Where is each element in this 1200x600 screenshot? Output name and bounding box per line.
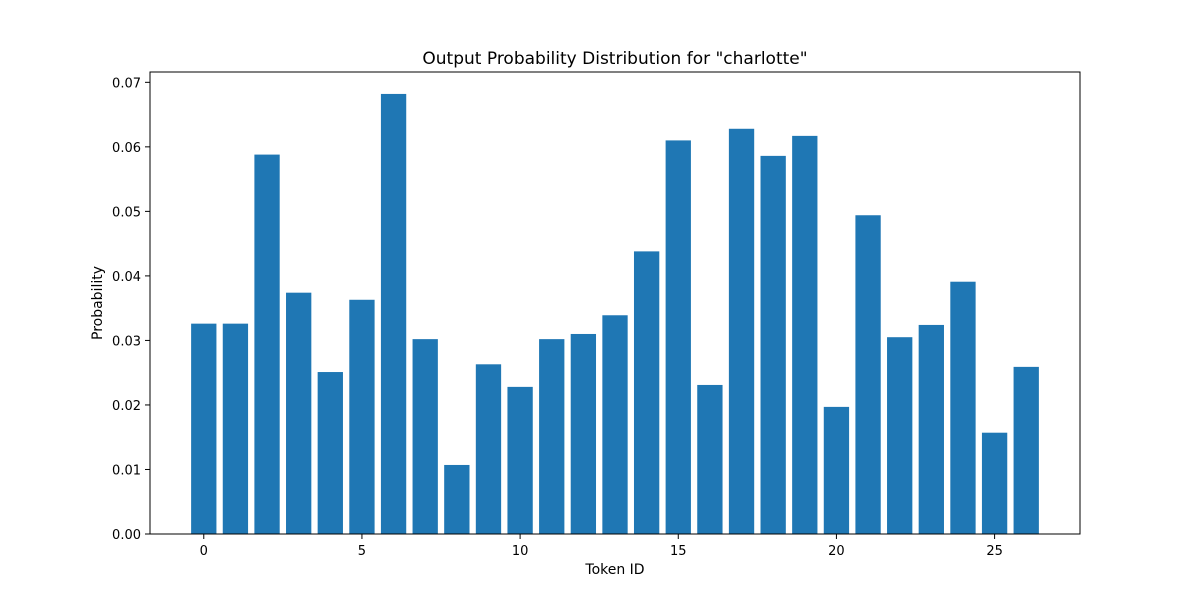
- y-tick-label: 0.04: [112, 270, 141, 285]
- bar-token-4: [317, 372, 343, 534]
- x-tick-label: 10: [512, 544, 529, 559]
- x-tick-label: 5: [358, 544, 366, 559]
- bar-token-0: [191, 323, 217, 534]
- y-tick-label: 0.06: [112, 141, 141, 156]
- y-tick-label: 0.02: [112, 399, 141, 414]
- y-tick-label: 0.01: [112, 463, 141, 478]
- bar-token-11: [539, 339, 565, 534]
- y-tick-label: 0.00: [112, 528, 141, 543]
- bar-token-16: [697, 384, 723, 534]
- bar-token-3: [286, 292, 312, 534]
- bar-token-23: [918, 324, 944, 534]
- y-axis-label: Probability: [90, 266, 106, 340]
- x-axis-label: Token ID: [584, 562, 644, 578]
- bar-token-1: [222, 323, 249, 534]
- y-tick-label: 0.07: [112, 76, 141, 91]
- bar-token-2: [254, 154, 280, 534]
- bar-token-24: [950, 281, 976, 534]
- y-axis: 0.00 0.01 0.02 0.03 0.04 0.05 0.06 0.07: [112, 76, 150, 543]
- bar-token-19: [792, 135, 818, 534]
- bar-token-5: [349, 299, 375, 534]
- x-tick-label: 0: [200, 544, 208, 559]
- y-tick-label: 0.03: [112, 334, 141, 349]
- bar-token-17: [728, 128, 755, 534]
- bars-group: [191, 93, 1039, 534]
- bar-token-25: [981, 432, 1008, 534]
- bar-token-15: [665, 140, 691, 534]
- bar-token-21: [855, 215, 881, 534]
- y-tick-label: 0.05: [112, 205, 141, 220]
- bar-token-13: [602, 315, 628, 534]
- bar-token-14: [633, 251, 660, 534]
- x-tick-label: 25: [986, 544, 1003, 559]
- bar-token-22: [887, 337, 913, 534]
- x-tick-label: 15: [670, 544, 687, 559]
- bar-token-6: [380, 93, 407, 534]
- chart-title: Output Probability Distribution for "cha…: [422, 49, 807, 69]
- bar-token-20: [823, 406, 850, 534]
- bar-token-26: [1013, 366, 1039, 534]
- x-tick-label: 20: [828, 544, 845, 559]
- x-axis: 0 5 10 15 20 25: [200, 534, 1003, 559]
- bar-token-10: [507, 386, 533, 534]
- plot-frame: [149, 71, 1081, 535]
- bar-token-18: [760, 155, 786, 534]
- bar-token-9: [475, 364, 502, 534]
- bar-token-12: [570, 333, 597, 534]
- bar-token-8: [444, 464, 470, 534]
- bar-token-7: [412, 339, 438, 534]
